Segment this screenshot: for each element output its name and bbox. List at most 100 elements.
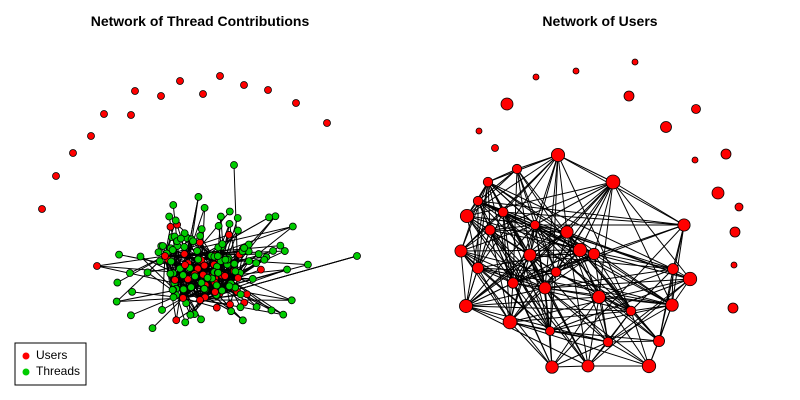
thread-node — [166, 269, 175, 278]
edge — [607, 340, 660, 343]
right-edges — [460, 154, 691, 368]
thread-node — [236, 303, 245, 312]
edge — [534, 181, 614, 226]
thread-node — [158, 306, 166, 314]
edge — [487, 181, 595, 255]
legend-marker — [22, 352, 30, 360]
edge — [152, 297, 184, 329]
legend-marker — [22, 368, 30, 376]
edge — [555, 224, 685, 273]
user-node — [471, 261, 485, 275]
edge — [512, 271, 557, 284]
thread-node — [248, 275, 257, 283]
edge — [630, 268, 674, 312]
edge — [549, 154, 559, 332]
user-node — [631, 58, 639, 66]
user-node — [667, 263, 679, 275]
edge — [549, 296, 600, 332]
legend: Users Threads — [14, 342, 87, 386]
user-node — [502, 314, 518, 330]
thread-node — [168, 246, 177, 254]
user-node — [727, 302, 739, 314]
edge — [460, 250, 467, 307]
thread-node — [212, 281, 221, 290]
user-node — [625, 305, 637, 317]
user-node — [482, 176, 494, 188]
user-node — [572, 242, 588, 258]
thread-node — [240, 244, 248, 252]
thread-node — [252, 259, 261, 267]
thread-node — [226, 300, 234, 309]
edge — [465, 305, 511, 323]
thread-node — [280, 247, 289, 255]
user-node — [69, 149, 77, 157]
edge — [460, 224, 536, 252]
thread-node — [191, 272, 199, 281]
thread-node — [181, 318, 190, 327]
edge — [477, 267, 557, 273]
user-node — [87, 132, 95, 140]
thread-node — [161, 252, 169, 260]
user-node — [511, 163, 523, 175]
edge — [465, 254, 531, 307]
edge — [487, 181, 531, 256]
thread-node — [233, 214, 242, 222]
user-node — [52, 172, 60, 180]
user-node — [459, 208, 475, 224]
edge — [579, 249, 660, 342]
user-node — [550, 266, 562, 278]
thread-node — [197, 225, 206, 234]
edge — [598, 296, 660, 342]
thread-node — [212, 303, 221, 312]
thread-node — [236, 290, 245, 299]
edge — [544, 287, 673, 306]
user-node — [720, 148, 732, 160]
edge — [477, 200, 685, 226]
edge — [612, 181, 691, 280]
user-node — [157, 92, 165, 100]
thread-node — [179, 285, 188, 294]
thread-node — [269, 246, 277, 255]
thread-node — [225, 230, 233, 239]
edge — [477, 168, 518, 202]
user-node — [677, 218, 691, 232]
thread-node — [172, 316, 181, 325]
thread-node — [179, 294, 187, 302]
thread-node — [214, 222, 223, 230]
edge — [544, 253, 595, 289]
edge — [544, 278, 691, 289]
thread-node — [214, 268, 223, 277]
edge — [465, 305, 609, 343]
user-node — [264, 86, 272, 94]
thread-node — [304, 260, 312, 269]
edge — [96, 265, 216, 293]
user-node — [605, 174, 621, 190]
user-node — [475, 127, 483, 135]
edge — [512, 282, 553, 368]
thread-node — [256, 265, 265, 274]
user-node — [665, 298, 679, 312]
edge — [529, 231, 568, 256]
user-node — [545, 326, 555, 336]
edge — [465, 231, 568, 307]
thread-node — [194, 193, 203, 201]
edge — [566, 231, 673, 306]
thread-node — [158, 242, 167, 250]
edge — [551, 296, 600, 368]
edge — [579, 249, 600, 298]
edge — [509, 271, 557, 323]
edge — [502, 211, 531, 256]
edge — [465, 181, 489, 307]
edge — [549, 271, 557, 332]
thread-node — [234, 226, 242, 235]
thread-node — [267, 306, 276, 315]
thread-node — [221, 272, 229, 280]
user-node — [131, 87, 139, 95]
right-nodes — [454, 58, 744, 374]
edge — [502, 211, 514, 284]
user-node — [572, 67, 580, 75]
edge — [598, 296, 673, 306]
thread-node — [127, 311, 135, 320]
user-node — [459, 299, 473, 313]
thread-node — [271, 212, 280, 221]
